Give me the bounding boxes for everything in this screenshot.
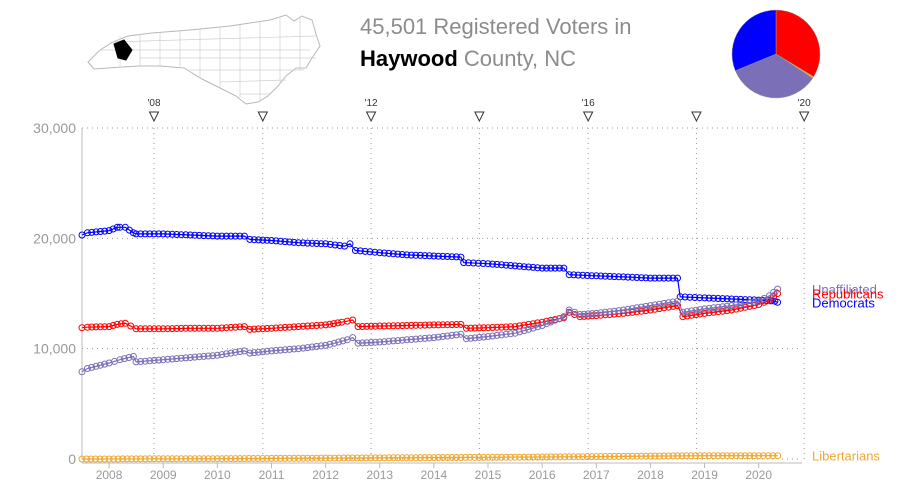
election-marker-icon bbox=[692, 112, 701, 121]
axes: 0 10,000 20,000 30,000 '08 '12 '16 '20 2008 2009 2… bbox=[33, 98, 811, 482]
y-tick-label: 20,000 bbox=[33, 230, 76, 246]
series-line-unaffiliated bbox=[82, 289, 778, 372]
election-year-label: '08 bbox=[147, 98, 160, 109]
series-libertarians bbox=[79, 453, 781, 462]
election-year-label: '12 bbox=[365, 98, 378, 109]
y-tick-label: 0 bbox=[68, 451, 76, 467]
x-tick-label: 2016 bbox=[529, 468, 556, 482]
y-tick-label: 30,000 bbox=[33, 120, 76, 136]
election-year-label: '20 bbox=[798, 98, 811, 109]
x-tick-label: 2020 bbox=[745, 468, 772, 482]
election-marker-icon bbox=[584, 112, 593, 121]
chart-title-line1: 45,501 Registered Voters in bbox=[360, 14, 632, 40]
series-label-democrats: Democrats bbox=[812, 295, 875, 310]
chart-title-line2: Haywood County, NC bbox=[360, 46, 576, 72]
series-line-democrats bbox=[82, 227, 778, 302]
election-marker-icon bbox=[150, 112, 159, 121]
election-marker-icon bbox=[258, 112, 267, 121]
grid-lines bbox=[82, 128, 804, 459]
x-tick-label: 2011 bbox=[259, 468, 285, 482]
x-tick-label: 2008 bbox=[96, 468, 123, 482]
series-labels: UnaffiliatedRepublicansDemocratsLibertar… bbox=[812, 282, 884, 464]
party-pie-chart bbox=[728, 6, 824, 102]
x-tick-label: 2018 bbox=[637, 468, 664, 482]
election-marker-icon bbox=[800, 112, 809, 121]
series-republicans bbox=[79, 291, 781, 333]
x-tick-label: 2017 bbox=[583, 468, 610, 482]
x-tick-label: 2019 bbox=[691, 468, 718, 482]
y-tick-label: 10,000 bbox=[33, 341, 76, 357]
chart-title-rest: County, NC bbox=[458, 46, 576, 71]
election-marker-icon bbox=[475, 112, 484, 121]
x-tick-label: 2015 bbox=[475, 468, 502, 482]
series-group bbox=[79, 224, 781, 462]
election-year-label: '16 bbox=[582, 98, 595, 109]
x-tick-label: 2013 bbox=[366, 468, 393, 482]
series-label-libertarians: Libertarians bbox=[812, 449, 880, 464]
x-tick-label: 2009 bbox=[150, 468, 177, 482]
x-tick-label: 2012 bbox=[312, 468, 339, 482]
county-name: Haywood bbox=[360, 46, 458, 71]
x-tick-label: 2014 bbox=[421, 468, 448, 482]
series-democrats bbox=[79, 224, 781, 305]
voter-line-chart: 0 10,000 20,000 30,000 '08 '12 '16 '20 2008 2009 2… bbox=[0, 90, 900, 500]
election-marker-icon bbox=[367, 112, 376, 121]
x-tick-label: 2010 bbox=[204, 468, 231, 482]
